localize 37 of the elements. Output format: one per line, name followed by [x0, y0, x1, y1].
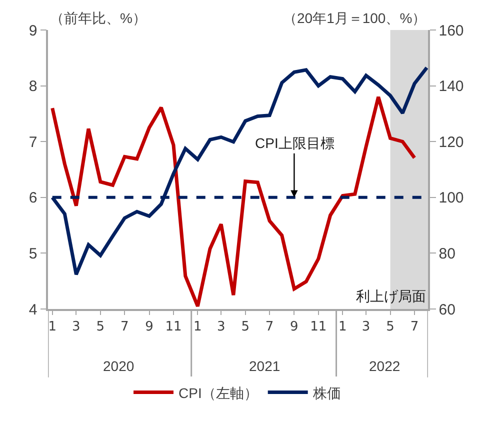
y2-tick-label: 80	[438, 245, 456, 262]
x-tick-label: 3	[72, 319, 80, 334]
text: 2021	[249, 358, 280, 374]
annotation: CPI上限目標	[255, 135, 334, 151]
x-tick-label: 11	[310, 319, 327, 334]
y2-tick-label: 60	[438, 301, 456, 318]
y-tick-label: 6	[28, 190, 38, 207]
y2-tick-label: 160	[438, 22, 464, 40]
y2-tick-label: 140	[438, 78, 464, 96]
x-tick-label: 7	[265, 319, 274, 334]
y2-tick-label: 100	[438, 190, 464, 207]
x-tick-label: 5	[386, 319, 394, 334]
band-label: 利上げ局面	[356, 288, 426, 304]
y-tick-label: 5	[28, 245, 38, 262]
y-tick-label: 9	[28, 22, 38, 40]
x-tick-label: 1	[48, 319, 57, 334]
x-tick-label: 1	[194, 319, 202, 334]
text: 2022	[369, 358, 400, 374]
x-tick-label: 3	[362, 319, 370, 334]
x-tick-label: 7	[120, 319, 129, 334]
y-axis-title: （前年比、%）	[50, 10, 146, 26]
legend-label: CPI（左軸）	[178, 384, 258, 401]
y-tick-label: 8	[28, 78, 38, 96]
legend-label: 株価	[312, 384, 341, 401]
x-tick-label: 5	[241, 319, 250, 334]
x-tick-label: 5	[96, 319, 105, 334]
x-tick-label: 11	[165, 319, 182, 334]
x-tick-label: 1	[338, 319, 347, 334]
y2-axis-title: （20年1月＝100、%）	[283, 10, 426, 26]
y2-tick-label: 120	[438, 134, 464, 151]
x-tick-label: 9	[290, 319, 298, 334]
y-tick-label: 7	[28, 134, 38, 151]
text: 2020	[103, 358, 134, 374]
x-tick-label: 9	[145, 319, 154, 334]
x-tick-label: 7	[410, 319, 419, 334]
x-tick-label: 3	[216, 319, 226, 334]
y-tick-label: 4	[28, 301, 38, 318]
